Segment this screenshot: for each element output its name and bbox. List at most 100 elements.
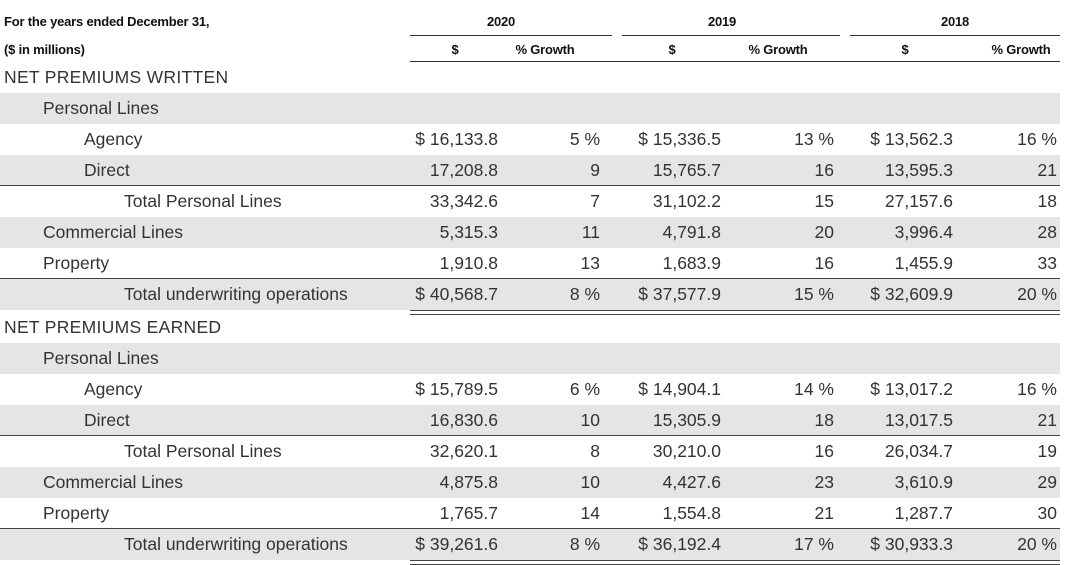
value-cell: 16 % bbox=[1017, 379, 1057, 399]
row-label: Total Personal Lines bbox=[124, 441, 282, 461]
value-cell: 15,305.9 bbox=[652, 410, 721, 430]
value-cell: 11 bbox=[581, 222, 600, 242]
value-cell: 30 bbox=[1037, 503, 1057, 523]
row-label: Agency bbox=[84, 129, 143, 149]
value-cell: 1,455.9 bbox=[894, 253, 953, 273]
value-cell: $ 13,562.3 bbox=[870, 129, 953, 149]
value-cell: 16 % bbox=[1017, 129, 1057, 149]
value-cell: 1,554.8 bbox=[662, 503, 721, 523]
value-cell: 23 bbox=[814, 472, 834, 492]
value-cell: 1,765.7 bbox=[439, 503, 498, 523]
table-row: Agency $ 15,789.5 6 % $ 14,904.1 14 % $ 13,01… bbox=[0, 374, 1060, 405]
value-cell: 14 % bbox=[794, 379, 834, 399]
year-header-2018: 2018 bbox=[940, 14, 970, 29]
total-double-rule bbox=[410, 560, 1060, 565]
value-cell: 18 bbox=[1037, 191, 1057, 211]
value-cell: 16 bbox=[814, 253, 834, 273]
value-cell: 5 % bbox=[569, 129, 600, 149]
value-cell: 15,765.7 bbox=[652, 160, 721, 180]
units-label: ($ in millions) bbox=[4, 42, 85, 57]
value-cell: 8 % bbox=[569, 534, 600, 554]
period-label: For the years ended December 31, bbox=[4, 14, 210, 29]
value-cell: 10 bbox=[580, 410, 600, 430]
value-cell: 10 bbox=[580, 472, 600, 492]
value-cell: 13,017.5 bbox=[884, 410, 953, 430]
value-cell: 21 bbox=[814, 503, 834, 523]
table-row: Total underwriting operations $ 40,568.7 8… bbox=[0, 278, 1060, 315]
table-row: Total underwriting operations $ 39,261.6 8… bbox=[0, 528, 1060, 565]
value-cell: 17 % bbox=[794, 534, 834, 554]
value-cell: $ 37,577.9 bbox=[638, 284, 721, 304]
table-row: Commercial Lines 4,875.8 10 4,427.6 23 3,610.… bbox=[0, 467, 1060, 498]
col-header-dollar-2019: $ bbox=[668, 42, 676, 57]
table-row: Direct 17,208.8 9 15,765.7 16 13,595.3 21 bbox=[0, 155, 1060, 186]
value-cell: 27,157.6 bbox=[884, 191, 953, 211]
value-cell: 26,034.7 bbox=[884, 441, 953, 461]
year-underline-2020 bbox=[410, 35, 612, 36]
value-cell: 14 bbox=[580, 503, 600, 523]
row-label: Commercial Lines bbox=[43, 472, 184, 492]
value-cell: $ 36,192.4 bbox=[638, 534, 721, 554]
row-label: Commercial Lines bbox=[43, 222, 184, 242]
table-row: Personal Lines bbox=[0, 93, 1060, 124]
col-header-growth-2018: % Growth bbox=[991, 42, 1051, 57]
value-cell: 9 bbox=[590, 160, 600, 180]
value-cell: 15 % bbox=[794, 284, 834, 304]
value-cell: 20 bbox=[814, 222, 834, 242]
table-row: Property 1,765.7 14 1,554.8 21 1,287.7 30 bbox=[0, 498, 1060, 529]
value-cell: $ 40,568.7 bbox=[415, 284, 498, 304]
value-cell: 3,996.4 bbox=[894, 222, 953, 242]
value-cell: $ 30,933.3 bbox=[870, 534, 953, 554]
col-header-growth-2019: % Growth bbox=[748, 42, 808, 57]
value-cell bbox=[540, 93, 600, 124]
col-header-dollar-2020: $ bbox=[451, 42, 459, 57]
row-label: Property bbox=[43, 253, 110, 273]
value-cell bbox=[601, 93, 721, 124]
value-cell: 16 bbox=[814, 160, 834, 180]
col-header-growth-2020: % Growth bbox=[515, 42, 575, 57]
value-cell: 31,102.2 bbox=[652, 191, 721, 211]
value-cell: 20 % bbox=[1017, 534, 1057, 554]
value-cell: 3,610.9 bbox=[894, 472, 953, 492]
value-cell: 17,208.8 bbox=[429, 160, 498, 180]
value-cell: 21 bbox=[1037, 410, 1057, 430]
row-label: Total Personal Lines bbox=[124, 191, 282, 211]
value-cell: 18 bbox=[814, 410, 834, 430]
value-cell bbox=[388, 93, 498, 124]
value-cell: 5,315.3 bbox=[439, 222, 498, 242]
value-cell bbox=[997, 93, 1057, 124]
value-cell: $ 13,017.2 bbox=[870, 379, 953, 399]
value-cell bbox=[540, 343, 600, 374]
table-row: Total Personal Lines 33,342.6 7 31,102.2 15 2… bbox=[0, 185, 1060, 217]
value-cell bbox=[601, 343, 721, 374]
total-double-rule bbox=[410, 310, 1060, 315]
subtotal-rule bbox=[0, 528, 1060, 529]
value-cell bbox=[774, 343, 834, 374]
value-cell: 8 bbox=[590, 441, 600, 461]
value-cell: 13 bbox=[580, 253, 600, 273]
table-row: Personal Lines bbox=[0, 343, 1060, 374]
value-cell: $ 15,789.5 bbox=[415, 379, 498, 399]
value-cell bbox=[833, 343, 953, 374]
value-cell: $ 15,336.5 bbox=[638, 129, 721, 149]
row-label: Total underwriting operations bbox=[124, 284, 348, 304]
year-header-2020: 2020 bbox=[486, 14, 516, 29]
value-cell: 7 bbox=[590, 191, 600, 211]
row-label: Agency bbox=[84, 379, 143, 399]
subtotal-rule bbox=[0, 278, 1060, 279]
value-cell bbox=[388, 343, 498, 374]
value-cell: 29 bbox=[1037, 472, 1057, 492]
value-cell bbox=[997, 343, 1057, 374]
value-cell: $ 14,904.1 bbox=[638, 379, 721, 399]
value-cell: 13 % bbox=[794, 129, 834, 149]
value-cell: $ 39,261.6 bbox=[415, 534, 498, 554]
value-cell: 1,683.9 bbox=[662, 253, 721, 273]
year-underline-2019 bbox=[622, 35, 840, 36]
row-label: Total underwriting operations bbox=[124, 534, 348, 554]
value-cell: 19 bbox=[1037, 441, 1057, 461]
table-row: Agency $ 16,133.8 5 % $ 15,336.5 13 % $ 13,56… bbox=[0, 124, 1060, 155]
value-cell: $ 32,609.9 bbox=[870, 284, 953, 304]
section-title: NET PREMIUMS WRITTEN bbox=[4, 67, 229, 87]
value-cell: 6 % bbox=[569, 379, 600, 399]
value-cell bbox=[833, 93, 953, 124]
